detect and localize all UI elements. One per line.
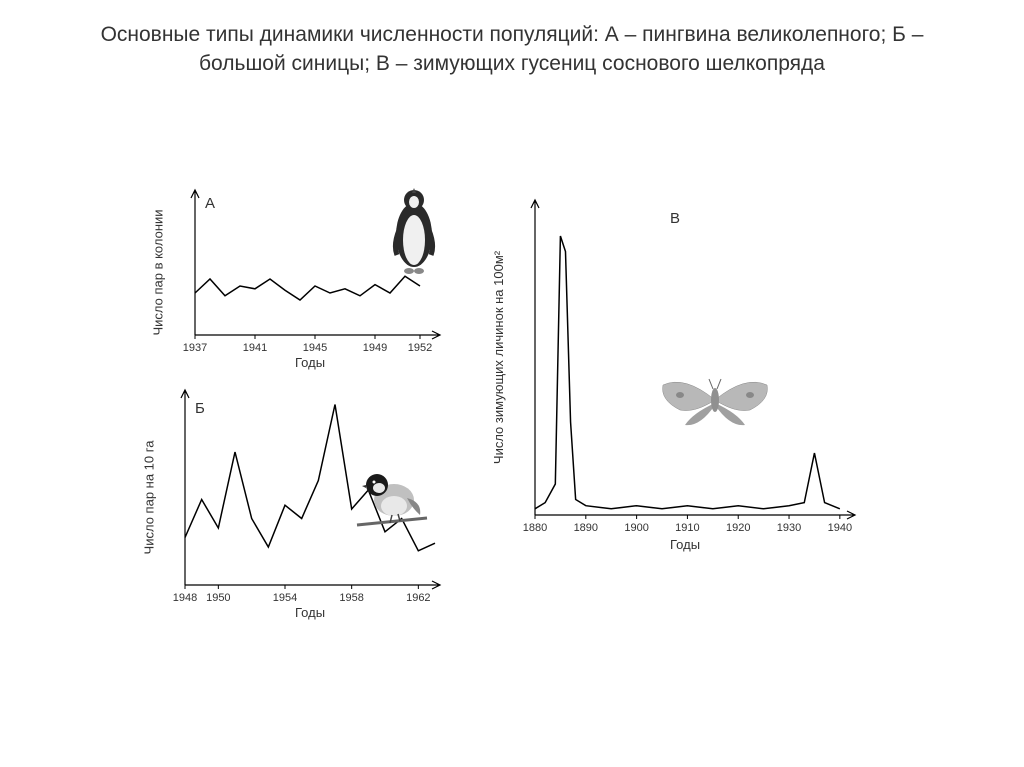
chart-a-letter: А xyxy=(205,195,215,212)
chart-b-ylabel: Число пар на 10 га xyxy=(141,441,156,555)
svg-text:1945: 1945 xyxy=(303,342,327,354)
chart-b-letter: Б xyxy=(195,400,205,417)
svg-text:1937: 1937 xyxy=(183,342,207,354)
svg-text:1880: 1880 xyxy=(523,522,547,534)
chart-c: 1880 1890 1900 1910 1920 1930 1940 В Число зим… xyxy=(490,190,870,560)
bird-icon xyxy=(352,450,432,540)
penguin-icon xyxy=(387,185,442,280)
svg-text:1950: 1950 xyxy=(206,592,230,604)
svg-text:1900: 1900 xyxy=(624,522,648,534)
chart-a-xlabel: Годы xyxy=(295,355,325,370)
chart-b: 1948 1950 1954 1958 1962 Б Число пар на 10 г… xyxy=(140,380,450,620)
page-title: Основные типы динамики численности попул… xyxy=(62,20,962,79)
moth-icon xyxy=(655,365,775,435)
svg-text:1948: 1948 xyxy=(173,592,197,604)
svg-text:1920: 1920 xyxy=(726,522,750,534)
svg-text:1962: 1962 xyxy=(406,592,430,604)
chart-b-xlabel: Годы xyxy=(295,605,325,620)
svg-text:1890: 1890 xyxy=(574,522,598,534)
svg-text:1941: 1941 xyxy=(243,342,267,354)
chart-a: 1937 1941 1945 1949 1952 А Число пар в колон… xyxy=(150,180,450,370)
svg-text:1930: 1930 xyxy=(777,522,801,534)
svg-text:1954: 1954 xyxy=(273,592,297,604)
chart-c-letter: В xyxy=(670,210,680,227)
chart-c-xlabel: Годы xyxy=(670,537,700,552)
charts-container: 1937 1941 1945 1949 1952 А Число пар в колон… xyxy=(140,180,890,700)
chart-a-ylabel: Число пар в колонии xyxy=(151,209,166,335)
chart-c-ylabel: Число зимующих личинок на 100м² xyxy=(491,251,506,464)
svg-text:1910: 1910 xyxy=(675,522,699,534)
svg-text:1958: 1958 xyxy=(339,592,363,604)
svg-text:1940: 1940 xyxy=(828,522,852,534)
svg-text:1949: 1949 xyxy=(363,342,387,354)
svg-text:1952: 1952 xyxy=(408,342,432,354)
